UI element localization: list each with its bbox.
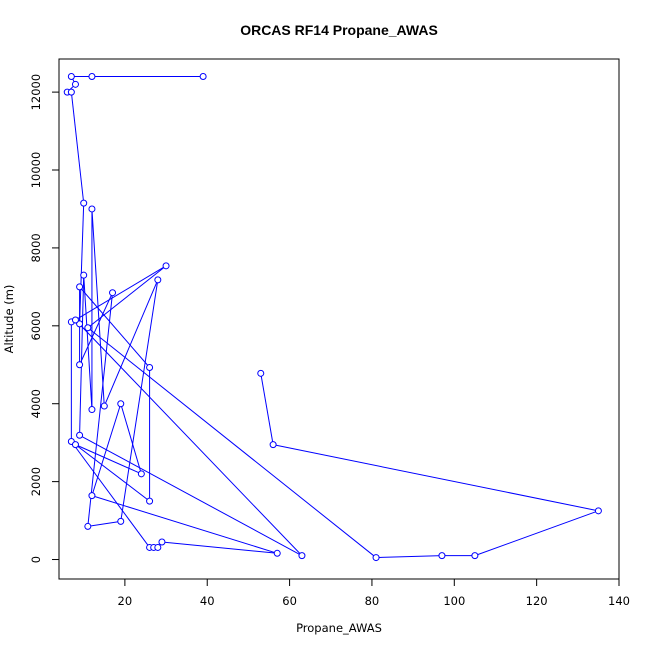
data-point (269, 441, 277, 449)
data-point (158, 538, 166, 546)
y-tick-label: 0 (29, 556, 43, 563)
plot-area (58, 58, 620, 580)
y-tick-label: 6000 (29, 311, 43, 340)
data-point (76, 361, 84, 369)
data-point (100, 402, 108, 410)
data-point (273, 549, 281, 557)
data-point (88, 205, 96, 213)
data-point (71, 316, 79, 324)
data-point (80, 199, 88, 207)
series-segment (103, 279, 159, 407)
data-point (594, 507, 602, 515)
data-point (88, 406, 96, 414)
series-segment (79, 203, 85, 324)
data-point (80, 271, 88, 279)
data-point (471, 552, 479, 560)
series-segment (79, 275, 85, 436)
y-axis: 0 2000 4000 6000 8000 10000 12000 (29, 74, 60, 563)
y-tick-label: 8000 (29, 233, 43, 262)
data-point (438, 552, 446, 560)
series-segment (273, 444, 599, 512)
data-point (71, 80, 79, 88)
data-point (162, 262, 170, 270)
x-tick-label: 140 (608, 594, 630, 608)
series-group (63, 73, 602, 562)
data-point (154, 276, 162, 284)
chart-title: ORCAS RF14 Propane_AWAS (240, 22, 438, 38)
data-point (71, 441, 79, 449)
series-segment (260, 373, 274, 445)
data-point (109, 289, 117, 297)
data-point (76, 320, 84, 328)
data-point (137, 470, 145, 478)
y-tick-label: 12000 (29, 74, 43, 111)
series-segment (79, 292, 113, 365)
series-segment (75, 319, 303, 556)
series-segment (161, 541, 278, 554)
series-segment (83, 275, 93, 410)
data-point (88, 492, 96, 500)
x-axis-label: Propane_AWAS (296, 621, 382, 635)
y-tick-label: 4000 (29, 389, 43, 418)
series-segment (120, 279, 159, 522)
series-segment (87, 265, 167, 329)
y-axis-label: Altitude (m) (2, 285, 16, 354)
series-segment (376, 555, 442, 559)
data-point (117, 517, 125, 525)
x-tick-label: 80 (365, 594, 380, 608)
series-segment (79, 286, 150, 368)
data-point (76, 283, 84, 291)
x-tick-label: 40 (200, 594, 215, 608)
series-segment (75, 444, 150, 502)
x-axis: 20 40 60 80 100 120 140 (118, 578, 630, 608)
data-point (76, 431, 84, 439)
x-tick-label: 60 (282, 594, 297, 608)
series-segment (91, 208, 105, 407)
series-segment (79, 434, 303, 557)
data-point (84, 522, 92, 530)
y-tick-label: 10000 (29, 152, 43, 189)
series-segment (474, 510, 599, 557)
data-point (67, 73, 75, 81)
data-point (257, 369, 265, 377)
series-segment (120, 403, 142, 474)
y-tick-label: 2000 (29, 467, 43, 496)
data-point (146, 363, 154, 371)
data-point (154, 543, 162, 551)
series-segment (70, 441, 150, 548)
data-point (298, 552, 306, 560)
x-tick-label: 100 (443, 594, 465, 608)
data-point (88, 73, 96, 81)
series-segment (87, 520, 121, 527)
series-segment (75, 265, 167, 321)
data-point (84, 324, 92, 332)
series-segment (70, 92, 85, 204)
data-point (146, 497, 154, 505)
series-segment (87, 292, 114, 527)
x-tick-label: 20 (118, 594, 133, 608)
data-point (67, 88, 75, 96)
data-point (117, 400, 125, 408)
data-point (199, 73, 207, 81)
data-point (372, 554, 380, 562)
series-segment (75, 444, 142, 475)
series-segment (87, 327, 377, 558)
x-tick-label: 120 (526, 594, 548, 608)
